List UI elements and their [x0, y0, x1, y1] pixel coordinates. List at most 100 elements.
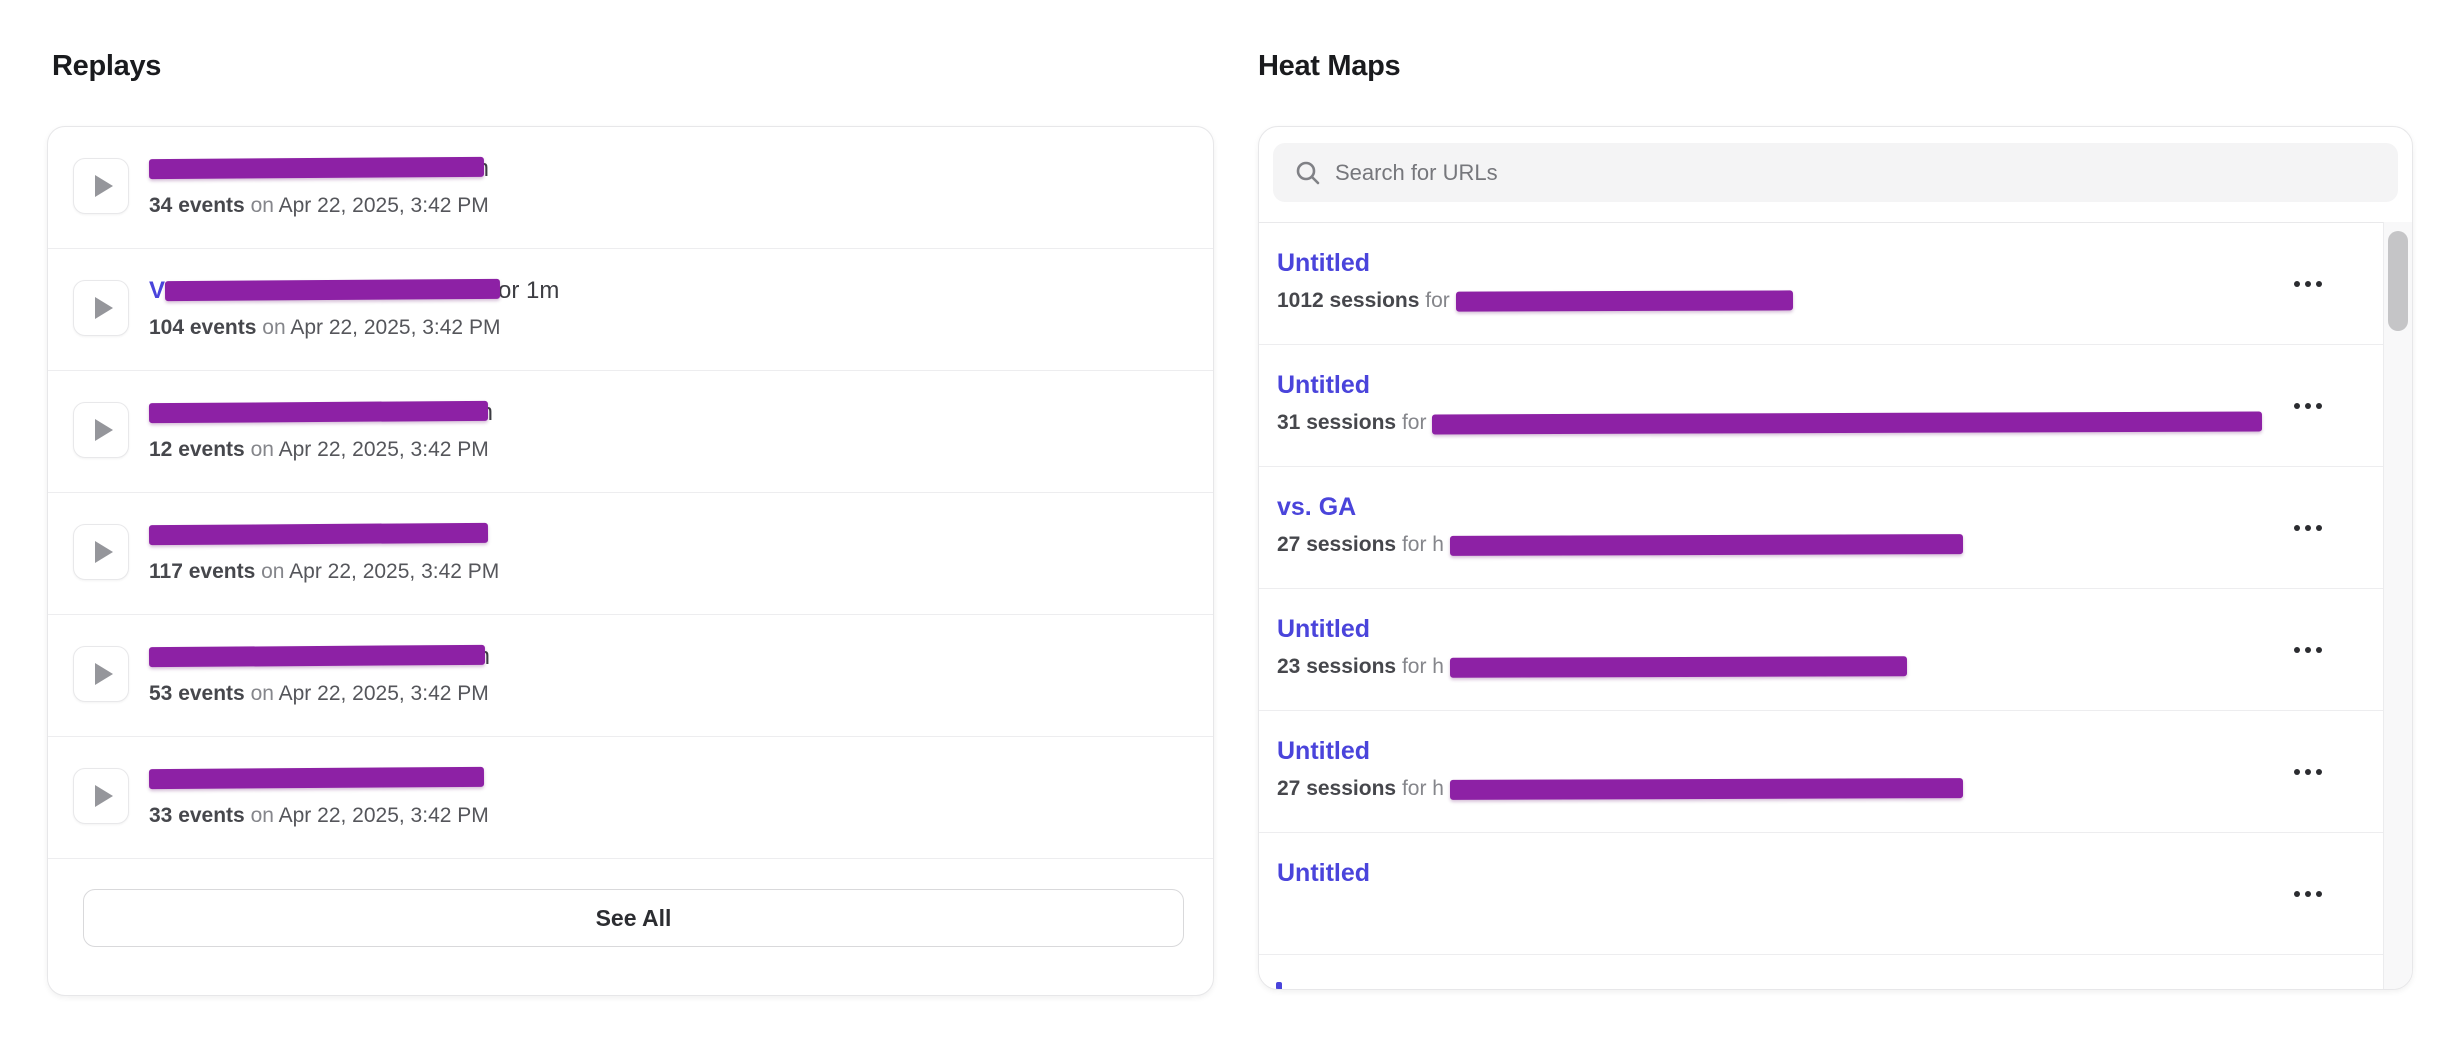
replays-section-title: Replays [52, 50, 162, 82]
redaction-bar [148, 644, 486, 668]
replay-row: 33 events on Apr 22, 2025, 3:42 PM [48, 737, 1213, 859]
heatmap-row: Untitled 27 sessions for h [1259, 711, 2384, 833]
heatmap-row: Untitled [1259, 833, 2384, 955]
heatmap-title-link[interactable]: Untitled [1277, 249, 1371, 277]
replay-visitor-link[interactable]: m [148, 155, 489, 183]
event-count: 117 events [149, 560, 256, 583]
row-menu-icon[interactable] [2288, 275, 2328, 293]
replay-timestamp: Apr 22, 2025, 3:42 PM [289, 560, 500, 583]
menu-dot [2316, 890, 2322, 897]
menu-dot [2316, 524, 2322, 531]
replay-meta: 33 events on Apr 22, 2025, 3:42 PM [149, 804, 489, 828]
url-fragment: h [1432, 655, 1444, 678]
menu-dot [2305, 890, 2311, 897]
row-menu-icon[interactable] [2288, 519, 2328, 537]
redaction-bar [148, 400, 489, 424]
session-count: 27 sessions [1277, 777, 1397, 800]
play-button[interactable] [73, 402, 129, 458]
event-count: 34 events [149, 194, 245, 217]
heatmap-search [1273, 143, 2398, 202]
session-count: 31 sessions [1277, 411, 1397, 434]
replay-row: m 12 events on Apr 22, 2025, 3:42 PM [48, 371, 1213, 493]
replay-timestamp: Apr 22, 2025, 3:42 PM [278, 194, 489, 217]
visitor-name-fragment: V [149, 277, 166, 304]
heatmap-sessions-line: 1012 sessions for [1277, 289, 1793, 313]
heatmap-title-link[interactable]: Untitled [1277, 615, 1371, 643]
heatmaps-list: Untitled 1012 sessions for Untitled 31 sess… [1259, 222, 2384, 989]
event-count: 12 events [149, 438, 245, 461]
row-menu-icon[interactable] [2288, 397, 2328, 415]
row-menu-icon[interactable] [2288, 641, 2328, 659]
play-button[interactable] [73, 280, 129, 336]
search-icon [1296, 161, 1320, 184]
play-icon [94, 297, 113, 319]
replay-meta: 12 events on Apr 22, 2025, 3:42 PM [149, 438, 493, 462]
event-count: 104 events [149, 316, 257, 339]
visited-duration-fragment: or 1m [498, 277, 560, 304]
replay-timestamp: Apr 22, 2025, 3:42 PM [278, 438, 489, 461]
replay-visitor-link[interactable]: m [148, 399, 493, 427]
meta-separator: on [250, 194, 274, 217]
search-urls-input[interactable] [1335, 159, 2398, 186]
menu-dot [2294, 646, 2300, 653]
play-button[interactable] [73, 768, 129, 824]
row-menu-icon[interactable] [2288, 763, 2328, 781]
play-button[interactable] [73, 158, 129, 214]
replay-visitor-link[interactable] [148, 521, 499, 549]
heatmap-row: Untitled 1012 sessions for [1259, 223, 2384, 345]
replay-row-text: m 53 events on Apr 22, 2025, 3:42 PM [148, 643, 490, 706]
heatmaps-section-title: Heat Maps [1258, 50, 1401, 82]
for-label: for [1401, 411, 1427, 434]
menu-dot [2316, 646, 2322, 653]
url-fragment: h [1432, 777, 1444, 800]
replay-meta: 53 events on Apr 22, 2025, 3:42 PM [149, 682, 490, 706]
meta-separator: on [262, 316, 286, 339]
meta-separator: on [250, 804, 274, 827]
heatmaps-scrollbar-thumb[interactable] [2388, 231, 2408, 331]
replays-footer: See All [48, 860, 1213, 995]
redaction-bar [164, 278, 501, 302]
heatmap-row: Untitled 31 sessions for [1259, 345, 2384, 467]
heatmap-row: Untitled 23 sessions for h [1259, 589, 2384, 711]
redaction-bar [148, 156, 485, 180]
row-menu-icon[interactable] [2288, 885, 2328, 903]
event-count: 33 events [149, 804, 245, 827]
heatmap-title-link[interactable]: vs. GA [1277, 493, 1357, 521]
see-all-button[interactable]: See All [83, 889, 1184, 947]
for-label: for [1401, 655, 1427, 678]
session-count: 23 sessions [1277, 655, 1397, 678]
replays-list: m 34 events on Apr 22, 2025, 3:42 PM Vor 1… [48, 127, 1213, 859]
heatmap-title-link[interactable]: Untitled [1277, 737, 1371, 765]
replay-meta: 34 events on Apr 22, 2025, 3:42 PM [149, 194, 489, 218]
meta-separator: on [250, 438, 274, 461]
replay-visitor-link[interactable]: m [148, 643, 490, 671]
session-count: 27 sessions [1277, 533, 1397, 556]
heatmaps-card: Untitled 1012 sessions for Untitled 31 sess… [1258, 126, 2413, 990]
play-button[interactable] [73, 646, 129, 702]
replay-row: m 34 events on Apr 22, 2025, 3:42 PM [48, 127, 1213, 249]
menu-dot [2305, 402, 2311, 409]
session-count: 1012 sessions [1277, 289, 1420, 312]
menu-dot [2316, 402, 2322, 409]
for-label: for [1401, 533, 1427, 556]
menu-dot [2294, 280, 2300, 287]
menu-dot [2294, 524, 2300, 531]
play-icon [94, 175, 113, 197]
heatmap-row-clipped [1259, 955, 2384, 989]
replay-visitor-link[interactable] [148, 765, 489, 793]
play-button[interactable] [73, 524, 129, 580]
heatmap-title-link[interactable]: Untitled [1277, 371, 1371, 399]
menu-dot [2316, 280, 2322, 287]
redaction-bar [1449, 656, 1908, 678]
menu-dot [2294, 890, 2300, 897]
heatmap-sessions-line: 27 sessions for h [1277, 777, 1964, 801]
heatmap-title-link[interactable]: Untitled [1277, 859, 1371, 887]
replay-timestamp: Apr 22, 2025, 3:42 PM [278, 682, 489, 705]
menu-dot [2316, 768, 2322, 775]
replay-row: m 53 events on Apr 22, 2025, 3:42 PM [48, 615, 1213, 737]
replay-row-text: 117 events on Apr 22, 2025, 3:42 PM [148, 521, 500, 584]
clipped-title-fragment [1276, 982, 1282, 989]
